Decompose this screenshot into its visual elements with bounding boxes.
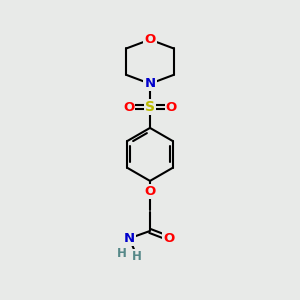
Text: H: H — [117, 247, 127, 260]
Text: O: O — [164, 232, 175, 245]
Text: O: O — [166, 101, 177, 114]
Text: N: N — [124, 232, 135, 245]
Text: S: S — [145, 100, 155, 114]
Text: O: O — [144, 33, 156, 46]
Text: O: O — [123, 101, 134, 114]
Text: H: H — [132, 250, 142, 262]
Text: N: N — [144, 77, 156, 90]
Text: O: O — [144, 185, 156, 198]
